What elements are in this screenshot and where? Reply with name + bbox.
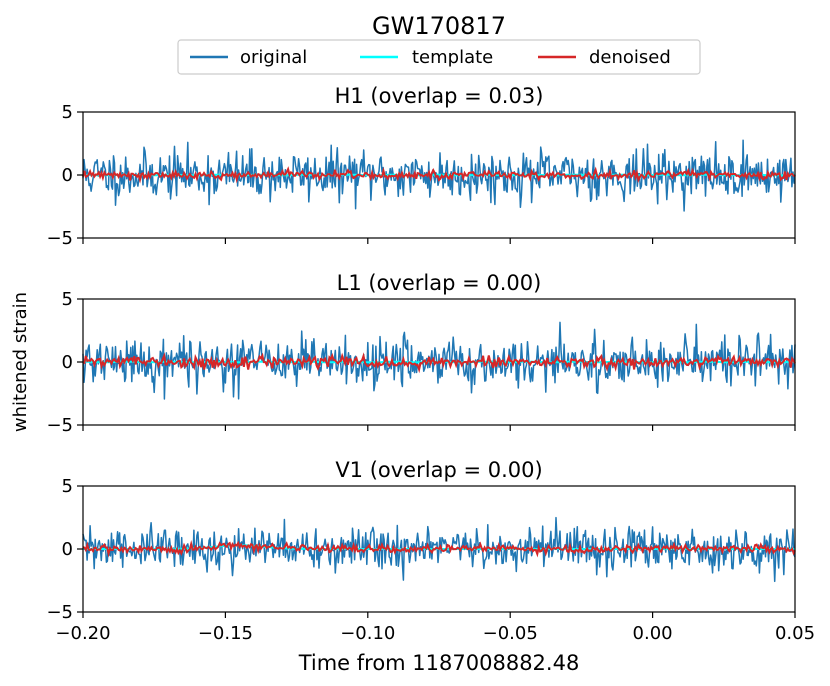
series-denoised-v1	[82, 540, 796, 558]
y-tick-label-h1-0: 5	[62, 102, 73, 123]
x-axis-label: Time from 1187008882.48	[298, 651, 580, 675]
x-tick-label-5: 0.05	[775, 623, 815, 644]
x-tick-label-2: −0.10	[340, 623, 395, 644]
y-axis-label: whitened strain	[10, 292, 31, 432]
x-tick-label-1: −0.15	[198, 623, 253, 644]
legend-label-original: original	[240, 47, 307, 68]
y-tick-label-h1-2: −5	[46, 228, 73, 249]
y-tick-label-l1-1: 0	[62, 352, 73, 373]
subplot-h1: 5 0 −5	[46, 102, 796, 249]
x-tick-label-3: −0.05	[483, 623, 538, 644]
legend-label-denoised: denoised	[589, 47, 671, 68]
subplot-title-h1: H1 (overlap = 0.03)	[335, 84, 544, 108]
legend: original template denoised	[177, 39, 701, 75]
series-denoised-h1	[82, 166, 796, 184]
subplot-l1: 5 0 −5	[46, 289, 796, 436]
chart-title: GW170817	[372, 12, 506, 40]
x-tick-label-4: 0.00	[633, 623, 673, 644]
y-tick-label-v1-0: 5	[62, 476, 73, 497]
legend-label-template: template	[412, 47, 493, 68]
x-tick-label-0: −0.20	[55, 623, 110, 644]
y-tick-label-h1-1: 0	[62, 165, 73, 186]
subplot-title-l1: L1 (overlap = 0.00)	[337, 271, 542, 295]
subplot-title-v1: V1 (overlap = 0.00)	[335, 458, 542, 482]
legend-frame	[177, 39, 701, 75]
subplot-v1: 5 0 −5−0.20 −0.15 −0.10 −0.05 0.00 0.05	[46, 476, 815, 644]
y-tick-label-v1-2: −5	[46, 602, 73, 623]
series-denoised-l1	[82, 352, 796, 374]
y-tick-label-l1-2: −5	[46, 415, 73, 436]
y-tick-label-l1-0: 5	[62, 289, 73, 310]
y-tick-label-v1-1: 0	[62, 539, 73, 560]
plots-area: 50−550−550−5−0.20 −0.15 −0.10 −0.05 0.00 0.05	[46, 102, 815, 644]
